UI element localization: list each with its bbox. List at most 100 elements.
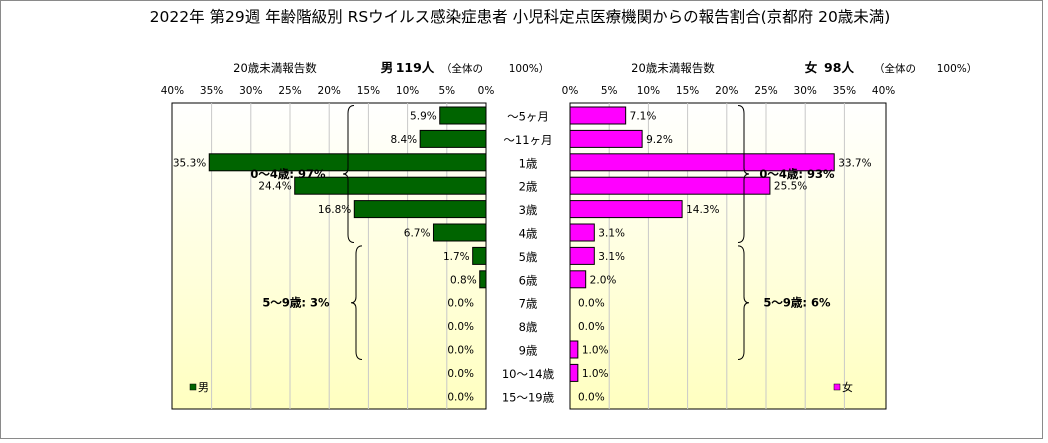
bar: [569, 106, 627, 125]
data-label: 3.1%: [598, 228, 625, 240]
category-label: 1歳: [519, 156, 538, 170]
bar: [569, 200, 683, 219]
data-label: 0.0%: [447, 368, 474, 380]
bar: [569, 270, 587, 289]
legend-label: 男: [198, 381, 209, 394]
header-count: 119人: [396, 60, 435, 75]
data-label: 6.7%: [404, 228, 431, 240]
data-label: 1.7%: [443, 251, 470, 263]
category-label: 7歳: [519, 297, 538, 311]
category-label: 9歳: [519, 344, 538, 358]
group-brace: [737, 245, 750, 360]
header-report-label: 20歳未満報告数: [233, 61, 317, 75]
data-label: 1.0%: [582, 368, 609, 380]
legend-label: 女: [842, 380, 853, 394]
tick-label: 10%: [637, 85, 660, 97]
category-label: 10～14歳: [502, 367, 555, 381]
data-label: 16.8%: [318, 204, 351, 216]
data-label: 0.0%: [447, 321, 474, 333]
header-count: 98人: [824, 60, 854, 75]
bar: [294, 176, 487, 195]
header-note-pct: 100%）: [509, 63, 550, 75]
data-label: 8.4%: [390, 134, 417, 146]
tick-label: 10%: [396, 85, 419, 97]
bar: [472, 246, 487, 265]
category-label: 3歳: [519, 203, 538, 217]
header-note: （全体の: [441, 62, 483, 75]
category-label: 2歳: [519, 180, 538, 194]
data-label: 35.3%: [173, 157, 206, 169]
bar: [569, 363, 579, 382]
data-label: 0.0%: [578, 298, 605, 310]
data-label: 0.0%: [447, 391, 474, 403]
data-label: 24.4%: [258, 181, 291, 193]
data-label: 5.9%: [410, 111, 437, 123]
tick-label: 5%: [601, 85, 618, 97]
tick-label: 0%: [562, 85, 579, 97]
group-brace: [342, 105, 355, 243]
group-annotation: 5～9歳: 3%: [262, 296, 330, 310]
bar: [419, 129, 487, 148]
bar: [353, 200, 487, 219]
category-label: 5歳: [519, 250, 538, 264]
header-report-label: 20歳未満報告数: [631, 61, 715, 75]
tick-label: 40%: [161, 85, 184, 97]
category-label: 4歳: [519, 227, 538, 241]
header-sex: 女: [805, 60, 818, 75]
male-panel: 40% 35% 30% 25% 20% 15% 10% 5% 0%20歳未満報告数男 119人 （全…: [161, 60, 550, 410]
tick-label: 15%: [676, 85, 699, 97]
category-labels: ～5ヶ月 ～11ヶ月 1歳 2歳 3歳 4歳 5歳 6歳 7歳 8歳 9歳 10～14歳 15～19歳: [502, 110, 555, 405]
tick-label: 30%: [794, 85, 817, 97]
bar: [569, 340, 579, 359]
data-label: 1.0%: [582, 345, 609, 357]
header-note: （全体の: [874, 62, 916, 75]
data-label: 3.1%: [598, 251, 625, 263]
tick-label: 5%: [438, 85, 455, 97]
tick-label: 0%: [478, 85, 495, 97]
tick-label: 15%: [357, 85, 380, 97]
bar: [479, 270, 487, 289]
category-label: 15～19歳: [502, 390, 555, 404]
data-label: 2.0%: [590, 274, 617, 286]
data-label: 7.1%: [630, 111, 657, 123]
legend-swatch: [189, 383, 197, 391]
category-label: ～11ヶ月: [503, 133, 552, 147]
header-sex: 男: [381, 60, 394, 75]
group-brace: [737, 105, 750, 243]
tick-label: 25%: [754, 85, 777, 97]
tick-label: 40%: [872, 85, 895, 97]
legend-swatch: [833, 383, 841, 391]
tick-label: 25%: [278, 85, 301, 97]
bar: [439, 106, 487, 125]
data-label: 0.0%: [578, 391, 605, 403]
data-label: 25.5%: [774, 181, 807, 193]
category-label: 8歳: [519, 320, 538, 334]
bar: [569, 129, 643, 148]
data-label: 0.0%: [578, 321, 605, 333]
header-note-pct: 100%）: [937, 63, 978, 75]
chart-title: 2022年 第29週 年齢階級別 RSウイルス感染症患者 小児科定点医療機関から…: [150, 8, 891, 26]
bar: [432, 223, 487, 242]
tick-label: 20%: [318, 85, 341, 97]
bar: [569, 153, 835, 172]
data-label: 9.2%: [646, 134, 673, 146]
female-panel: 0% 5% 10% 15% 20% 25% 30% 35% 40%20歳未満報告数女 98人 （全体…: [562, 60, 978, 410]
tick-label: 35%: [833, 85, 856, 97]
data-label: 0.0%: [447, 298, 474, 310]
data-label: 33.7%: [838, 157, 871, 169]
bar: [569, 176, 771, 195]
group-annotation: 5～9歳: 6%: [763, 296, 831, 310]
data-label: 0.8%: [450, 274, 477, 286]
data-label: 0.0%: [447, 345, 474, 357]
category-label: ～5ヶ月: [507, 110, 549, 124]
tick-label: 30%: [239, 85, 262, 97]
tick-label: 35%: [200, 85, 223, 97]
bar: [569, 223, 595, 242]
bar: [569, 246, 595, 265]
group-brace: [350, 245, 363, 360]
tick-label: 20%: [715, 85, 738, 97]
category-label: 6歳: [519, 273, 538, 287]
data-label: 14.3%: [686, 204, 719, 216]
group-annotation: 0～4歳: 93%: [759, 167, 835, 181]
